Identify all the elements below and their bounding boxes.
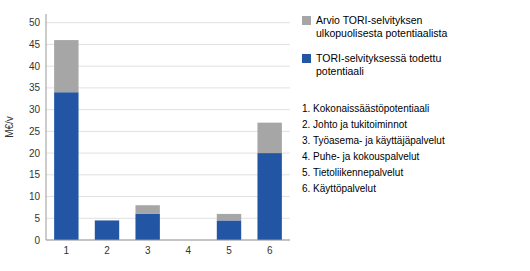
bar-segment — [135, 205, 159, 214]
bars — [54, 40, 282, 240]
y-tick-label: 45 — [29, 39, 41, 50]
y-tick-label: 10 — [29, 191, 41, 202]
y-tick-label: 25 — [29, 126, 41, 137]
legend-label: Arvio TORI-selvityksenulkopuolisesta pot… — [316, 14, 447, 39]
x-axis: 1 2 3 4 5 6 — [46, 240, 290, 256]
grid-line — [46, 153, 290, 154]
x-tick-label: 6 — [267, 245, 273, 256]
bar-segment — [217, 214, 241, 221]
legend: Arvio TORI-selvityksenulkopuolisesta pot… — [302, 14, 447, 77]
bar-segment — [257, 123, 281, 153]
chart-container: 05101520253035404550M€/v123456Arvio TORI… — [0, 0, 530, 271]
legend-swatch — [302, 16, 311, 25]
annotation: 5. Tietoliikenne­palvelut — [302, 167, 403, 178]
y-tick-label: 50 — [29, 17, 41, 28]
y-tick-label: 20 — [29, 148, 41, 159]
y-axis-line — [46, 14, 47, 240]
bar-segment — [54, 92, 78, 240]
grid-line — [46, 22, 290, 23]
y-tick-label: 40 — [29, 61, 41, 72]
x-tick-label: 3 — [145, 245, 151, 256]
y-tick-label: 15 — [29, 169, 41, 180]
grid — [46, 23, 290, 240]
legend-swatch — [302, 54, 311, 63]
bar-segment — [95, 220, 119, 240]
bar-segment — [54, 40, 78, 92]
grid-line — [46, 218, 290, 219]
text-line: potentiaali — [316, 65, 364, 77]
x-tick-label: 5 — [226, 245, 232, 256]
grid-line — [46, 174, 290, 175]
y-tick-label: 5 — [34, 213, 40, 224]
grid-line — [46, 66, 290, 67]
grid-line — [46, 240, 290, 241]
annotation: 4. Puhe- ja kokouspalvelut — [302, 151, 420, 162]
grid-line — [46, 109, 290, 110]
y-axis-label: M€/v — [4, 116, 15, 138]
annotation: 3. Työasema- ja käyttäjäpalvelut — [302, 135, 445, 146]
y-tick-label: 30 — [29, 104, 41, 115]
x-tick-label: 4 — [186, 245, 192, 256]
chart-svg: 05101520253035404550M€/v123456Arvio TORI… — [0, 0, 530, 271]
text-line: Arvio TORI-selvityksen — [316, 14, 423, 26]
bar-segment — [135, 214, 159, 240]
text-line: ulkopuolisesta potentiaalista — [316, 27, 447, 39]
annotation: 1. Kokonaissäästöpotentiaali — [302, 103, 429, 114]
y-tick-label: 35 — [29, 82, 41, 93]
text-line: TORI-selvityksessä todettu — [316, 52, 441, 64]
annotation: 6. Käyttöpalvelut — [302, 183, 376, 194]
bar-segment — [95, 220, 119, 221]
y-axis: 0 5 10 15 20 25 30 35 40 45 50 M€/v — [4, 14, 46, 246]
grid-line — [46, 196, 290, 197]
x-tick-label: 1 — [64, 245, 70, 256]
grid-line — [46, 87, 290, 88]
bar-segment — [217, 220, 241, 240]
y-tick-label: 0 — [34, 235, 40, 246]
legend-label: TORI-selvityksessä todettupotentiaali — [316, 52, 441, 77]
x-axis-line — [46, 240, 290, 241]
bar-segment — [257, 153, 281, 240]
grid-line — [46, 131, 290, 132]
category-notes: 1. Kokonaissäästöpotentiaali 2. Johto ja … — [302, 103, 445, 194]
annotation: 2. Johto ja tukitoiminnot — [302, 119, 407, 130]
x-tick-label: 2 — [104, 245, 110, 256]
grid-line — [46, 44, 290, 45]
